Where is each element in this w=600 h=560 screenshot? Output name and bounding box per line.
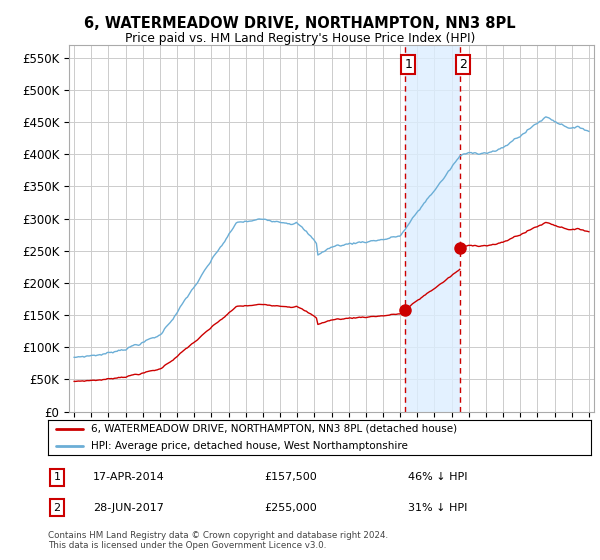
Text: £157,500: £157,500 (264, 472, 317, 482)
Bar (405, 45, 460, 412)
Text: 1: 1 (404, 58, 412, 71)
Text: 28-JUN-2017: 28-JUN-2017 (93, 503, 164, 513)
Text: 2: 2 (53, 503, 61, 513)
Text: HPI: Average price, detached house, West Northamptonshire: HPI: Average price, detached house, West… (91, 441, 409, 451)
Text: 6, WATERMEADOW DRIVE, NORTHAMPTON, NN3 8PL (detached house): 6, WATERMEADOW DRIVE, NORTHAMPTON, NN3 8… (91, 424, 458, 433)
Text: 17-APR-2014: 17-APR-2014 (93, 472, 165, 482)
Text: Price paid vs. HM Land Registry's House Price Index (HPI): Price paid vs. HM Land Registry's House … (125, 32, 475, 45)
Text: £255,000: £255,000 (264, 503, 317, 513)
Text: Contains HM Land Registry data © Crown copyright and database right 2024.
This d: Contains HM Land Registry data © Crown c… (48, 531, 388, 550)
Text: 1: 1 (53, 472, 61, 482)
Text: 46% ↓ HPI: 46% ↓ HPI (408, 472, 467, 482)
Text: 2: 2 (459, 58, 467, 71)
Text: 6, WATERMEADOW DRIVE, NORTHAMPTON, NN3 8PL: 6, WATERMEADOW DRIVE, NORTHAMPTON, NN3 8… (84, 16, 516, 31)
Text: 31% ↓ HPI: 31% ↓ HPI (408, 503, 467, 513)
